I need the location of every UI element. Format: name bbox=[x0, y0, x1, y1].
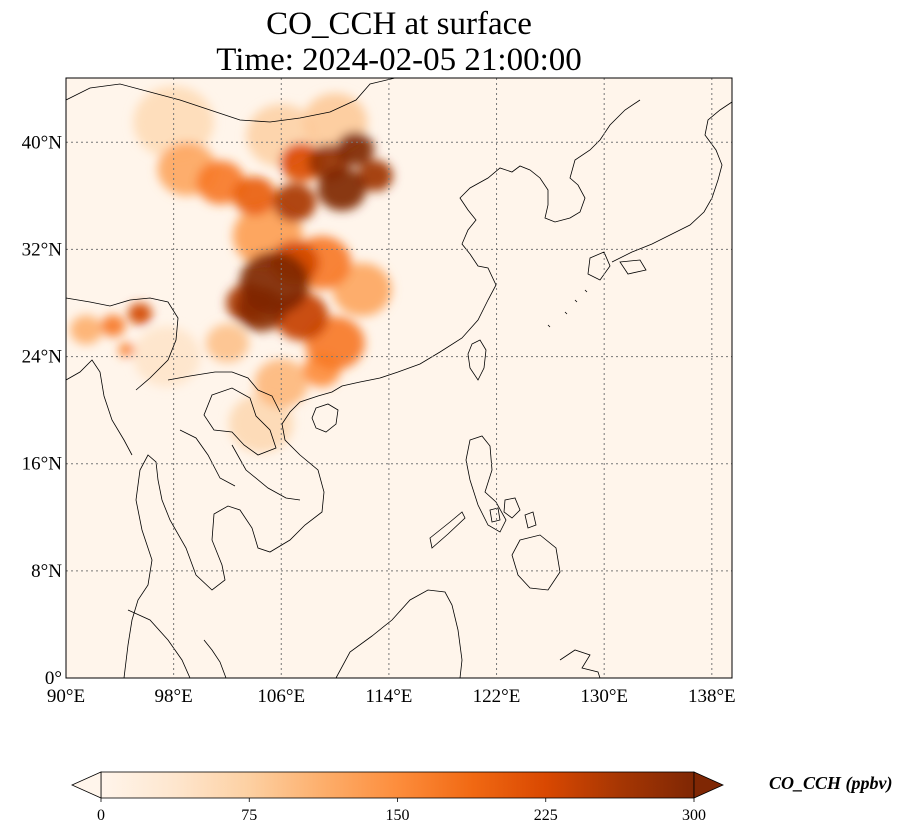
concentration-blob bbox=[205, 323, 249, 363]
concentration-blob bbox=[100, 314, 126, 337]
concentration-blob bbox=[336, 132, 375, 166]
concentration-blob bbox=[196, 160, 245, 205]
longitude-tick-label: 130°E bbox=[580, 686, 628, 707]
longitude-tick-label: 138°E bbox=[688, 686, 736, 707]
latitude-tick-label: 24°N bbox=[22, 347, 63, 368]
bohai-korea-coastline bbox=[459, 99, 641, 255]
colorbar-tick-label: 150 bbox=[386, 807, 410, 824]
concentration-blob bbox=[239, 251, 310, 315]
co-concentration-field bbox=[70, 85, 393, 453]
concentration-blob bbox=[127, 302, 153, 325]
palawan-island bbox=[429, 511, 466, 549]
map-frame bbox=[65, 77, 733, 679]
axis-tick-labels: 90°E 98°E 106°E 114°E 122°E 130°E 138°E 0° 8°N 16… bbox=[22, 132, 736, 707]
sumatra-malaya-coast bbox=[127, 609, 227, 678]
colorbar-gradient-bar bbox=[100, 771, 695, 799]
latitude-tick-label: 8°N bbox=[31, 561, 62, 582]
plot-title-line-1: CO_CCH at surface bbox=[266, 6, 532, 42]
indochina-borders bbox=[167, 371, 301, 501]
luzon-island bbox=[465, 435, 507, 533]
colorbar-label: CO_CCH (ppbv) bbox=[769, 773, 893, 794]
colorbar-tick-label: 75 bbox=[241, 807, 257, 824]
concentration-blob bbox=[118, 342, 135, 358]
concentration-blob bbox=[133, 85, 214, 159]
coastlines-and-borders bbox=[66, 78, 732, 678]
concentration-blob bbox=[70, 315, 103, 345]
mindanao-island bbox=[511, 534, 561, 591]
latitude-tick-label: 40°N bbox=[22, 132, 63, 153]
concentration-blob bbox=[228, 394, 294, 453]
latitude-tick-label: 16°N bbox=[22, 454, 63, 475]
lat-lon-gridlines bbox=[66, 78, 732, 678]
longitude-tick-label: 122°E bbox=[473, 686, 521, 707]
concentration-blob bbox=[357, 160, 393, 192]
mongolia-border bbox=[66, 78, 396, 123]
longitude-tick-label: 90°E bbox=[47, 686, 85, 707]
asia-mainland-coastline bbox=[123, 253, 497, 678]
concentration-blob bbox=[317, 167, 367, 211]
bay-of-bengal-coast bbox=[66, 359, 133, 456]
colorbar-min-extend-arrow bbox=[71, 771, 102, 799]
latitude-tick-label: 0° bbox=[45, 668, 62, 689]
concentration-blob bbox=[332, 262, 392, 317]
himalaya-border bbox=[66, 297, 179, 391]
colorbar-max-extend-arrow bbox=[693, 771, 724, 799]
colorbar: 0 75 150 225 300 CO_CCH (ppbv) bbox=[71, 771, 893, 824]
colorbar-tick-label: 0 bbox=[97, 807, 105, 824]
plot-title-line-2: Time: 2024-02-05 21:00:00 bbox=[216, 42, 582, 78]
borneo-coastline bbox=[335, 589, 463, 678]
ryukyu-islands bbox=[547, 289, 588, 328]
longitude-tick-label: 106°E bbox=[257, 686, 305, 707]
colorbar-tick-label: 225 bbox=[534, 807, 558, 824]
concentration-blob bbox=[232, 176, 276, 216]
japan-honshu bbox=[611, 101, 732, 263]
longitude-tick-label: 98°E bbox=[155, 686, 193, 707]
japan-kyushu-shikoku bbox=[587, 251, 647, 281]
hainan-island bbox=[311, 403, 339, 433]
taiwan-island bbox=[467, 339, 487, 381]
latitude-tick-label: 32°N bbox=[22, 239, 63, 260]
visayas-islands bbox=[489, 497, 537, 529]
longitude-tick-label: 114°E bbox=[365, 686, 412, 707]
colorbar-tick-label: 300 bbox=[682, 807, 706, 824]
colorbar-ticks: 0 75 150 225 300 bbox=[97, 798, 706, 824]
sulawesi-coast bbox=[559, 649, 601, 678]
concentration-blob bbox=[273, 183, 317, 222]
